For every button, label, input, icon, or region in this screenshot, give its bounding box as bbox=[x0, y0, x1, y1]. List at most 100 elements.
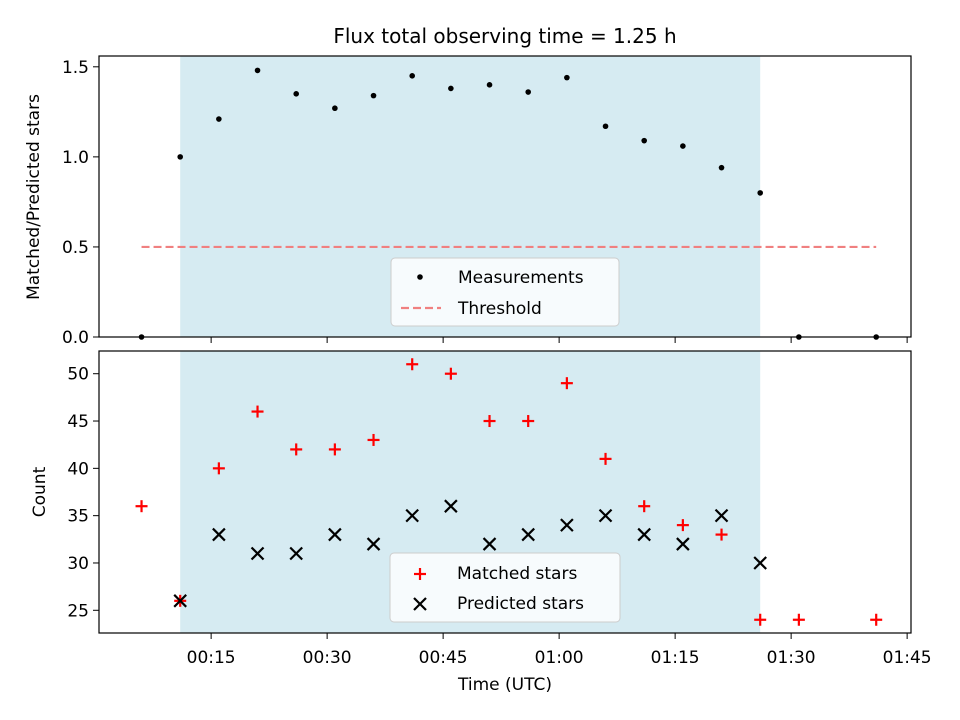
predicted-star-stroke-b bbox=[250, 546, 265, 561]
top-y-tick-label: 1.5 bbox=[62, 58, 89, 78]
top-legend: Measurements Threshold bbox=[390, 257, 620, 327]
predicted-star-stroke-b bbox=[637, 527, 651, 542]
bottom-x-tick-label: 01:45 bbox=[883, 648, 932, 668]
bottom-x-tick-label: 01:30 bbox=[767, 648, 816, 668]
measurement-point bbox=[254, 67, 261, 74]
predicted-star-stroke-b bbox=[753, 556, 767, 570]
top-panel: 0.0 0.5 1.0 1.5 Matched/Predicted stars Mea… bbox=[24, 55, 912, 348]
predicted-star-point bbox=[366, 537, 381, 551]
top-marks bbox=[138, 67, 879, 340]
chart-title: Flux total observing time = 1.25 h bbox=[333, 24, 676, 48]
predicted-star-point bbox=[250, 546, 265, 561]
measurement-point bbox=[718, 164, 725, 171]
bottom-y-tick-label: 40 bbox=[67, 459, 89, 479]
predicted-star-point bbox=[637, 527, 651, 542]
legend-predicted-marker bbox=[413, 597, 427, 611]
matched-star-point bbox=[522, 415, 535, 428]
top-x-ticks bbox=[210, 337, 908, 343]
matched-star-point bbox=[328, 443, 341, 456]
bottom-y-tick-label: 50 bbox=[67, 365, 89, 385]
predicted-star-stroke-b bbox=[714, 508, 729, 523]
matched-star-point bbox=[754, 613, 767, 626]
predicted-star-stroke-b bbox=[405, 508, 419, 523]
matched-star-point bbox=[367, 433, 380, 446]
bottom-y-tick-label: 35 bbox=[67, 507, 89, 527]
legend-predicted-label: Predicted stars bbox=[457, 594, 584, 614]
measurement-point bbox=[409, 73, 416, 79]
matched-star-point bbox=[406, 358, 419, 371]
measurement-point bbox=[680, 143, 686, 149]
matched-star-point bbox=[870, 613, 883, 626]
predicted-star-stroke-b bbox=[328, 527, 342, 542]
measurement-point bbox=[564, 74, 570, 81]
predicted-star-point bbox=[405, 508, 419, 523]
measurement-point bbox=[370, 92, 377, 99]
predicted-star-point bbox=[714, 508, 729, 523]
predicted-star-point bbox=[598, 508, 613, 523]
matched-star-point bbox=[599, 452, 612, 465]
predicted-star-point bbox=[753, 556, 767, 570]
legend-matched-marker bbox=[414, 568, 426, 580]
predicted-star-point bbox=[328, 527, 342, 542]
bottom-panel: 25 30 35 40 45 50 00:15 00:30 00:45 01:00 01:15 01… bbox=[30, 350, 932, 695]
matched-star-point bbox=[483, 415, 496, 428]
predicted-star-stroke-b bbox=[173, 594, 187, 608]
predicted-star-stroke-b bbox=[212, 527, 226, 542]
predicted-star-stroke-b bbox=[444, 499, 458, 513]
measurement-point bbox=[525, 89, 531, 95]
legend-measurements-label: Measurements bbox=[458, 268, 584, 288]
measurement-point bbox=[293, 91, 300, 97]
bottom-x-tick-label: 00:30 bbox=[303, 648, 352, 668]
bottom-y-axis-label: Count bbox=[30, 466, 50, 517]
measurement-point bbox=[602, 123, 609, 130]
predicted-star-stroke-b bbox=[482, 537, 497, 551]
bottom-y-tick-label: 30 bbox=[67, 554, 89, 574]
top-y-axis-label: Matched/Predicted stars bbox=[24, 94, 44, 300]
predicted-star-point bbox=[444, 499, 458, 513]
predicted-star-stroke-b bbox=[676, 537, 690, 551]
legend-measurements-marker bbox=[417, 274, 423, 280]
measurement-point bbox=[486, 82, 493, 88]
bottom-marks bbox=[135, 358, 883, 626]
predicted-star-point bbox=[212, 527, 226, 542]
predicted-star-stroke-b bbox=[560, 518, 574, 532]
matched-star-point bbox=[135, 500, 148, 513]
bottom-x-tick-label: 01:00 bbox=[535, 648, 584, 668]
predicted-star-point bbox=[521, 527, 535, 542]
legend-matched-label: Matched stars bbox=[457, 564, 577, 584]
bottom-x-tick-label: 01:15 bbox=[651, 648, 700, 668]
top-y-tick-label: 0.5 bbox=[62, 238, 89, 258]
top-y-tick-label: 0.0 bbox=[62, 328, 89, 348]
predicted-star-point bbox=[482, 537, 497, 551]
measurement-point bbox=[332, 105, 338, 112]
predicted-star-point bbox=[289, 546, 303, 561]
bottom-y-ticks: 25 30 35 40 45 50 bbox=[67, 365, 99, 621]
top-axes-frame bbox=[98, 55, 912, 338]
matched-star-point bbox=[638, 500, 651, 513]
predicted-star-stroke-b bbox=[289, 546, 303, 561]
bottom-x-tick-label: 00:15 bbox=[187, 648, 236, 668]
top-legend-box bbox=[390, 257, 620, 327]
matched-star-point bbox=[792, 613, 805, 626]
predicted-star-point bbox=[676, 537, 690, 551]
top-y-tick-label: 1.0 bbox=[62, 148, 89, 168]
predicted-star-point bbox=[560, 518, 574, 532]
predicted-star-stroke-b bbox=[521, 527, 535, 542]
matched-star-point bbox=[212, 462, 225, 475]
measurement-point bbox=[448, 85, 454, 92]
bottom-y-tick-label: 45 bbox=[67, 412, 89, 432]
matched-star-point bbox=[676, 519, 689, 532]
top-y-ticks: 0.0 0.5 1.0 1.5 bbox=[62, 58, 99, 348]
bottom-legend-box bbox=[389, 552, 621, 623]
measurement-point bbox=[216, 116, 222, 122]
predicted-star-stroke-b bbox=[598, 508, 613, 523]
bottom-x-ticks: 00:15 00:30 00:45 01:00 01:15 01:30 01:45 bbox=[187, 633, 932, 668]
matched-star-point bbox=[290, 443, 303, 456]
x-axis-label: Time (UTC) bbox=[457, 675, 552, 695]
measurement-point bbox=[177, 154, 183, 160]
bottom-x-tick-label: 00:45 bbox=[419, 648, 468, 668]
bottom-legend: Matched stars Predicted stars bbox=[389, 552, 621, 623]
matched-star-point bbox=[444, 367, 457, 380]
bottom-axes-frame bbox=[98, 350, 912, 634]
